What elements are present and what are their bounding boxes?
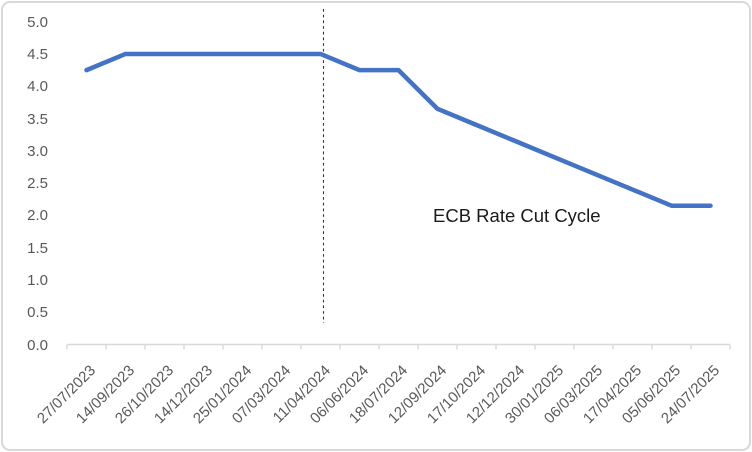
annotation-label: ECB Rate Cut Cycle — [433, 205, 601, 226]
y-axis-tick-label: 4.5 — [27, 45, 48, 63]
y-axis-tick-label: 4.0 — [27, 78, 48, 96]
y-axis-tick-label: 1.5 — [27, 239, 48, 257]
x-axis-ticks — [66, 344, 731, 350]
y-axis-tick-label: 2.5 — [27, 175, 48, 193]
y-axis-tick-label: 0.5 — [27, 304, 48, 322]
y-axis-tick-label: 1.0 — [27, 271, 48, 289]
y-axis-tick-label: 5.0 — [27, 13, 48, 31]
y-axis-tick-label: 2.0 — [27, 207, 48, 225]
y-axis-tick-label: 3.0 — [27, 142, 48, 160]
rate-line-series — [84, 51, 713, 208]
y-axis-tick-label: 3.5 — [27, 110, 48, 128]
y-axis-tick-label: 0.0 — [27, 336, 48, 354]
